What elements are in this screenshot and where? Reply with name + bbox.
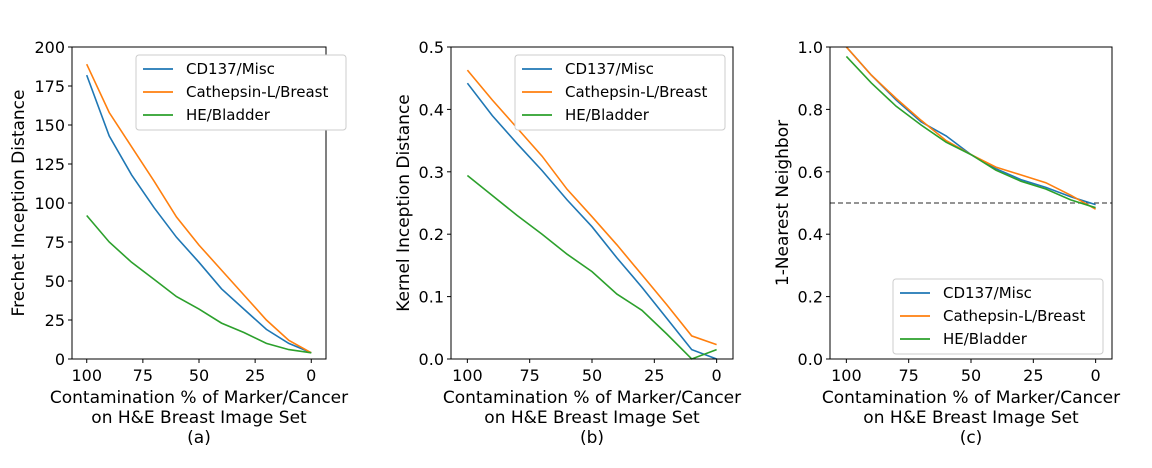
y-tick-label: 0.8 — [798, 100, 823, 119]
y-tick-label: 50 — [45, 272, 65, 291]
legend-box — [514, 54, 726, 131]
y-tick-label: 0.2 — [798, 288, 823, 307]
series-line-1 — [845, 46, 1096, 206]
legend-entry: Cathepsin-L/Breast — [565, 83, 707, 101]
x-tick-label: 75 — [133, 366, 153, 385]
chart-panel-1: 0 25 50 75 100 125 150 175 200 100 75 50 25 0 Contamin… — [9, 38, 348, 448]
legend-box — [135, 54, 347, 131]
y-tick-label: 75 — [45, 233, 65, 252]
chart-panel-2: 0.0 0.1 0.2 0.3 0.4 0.5 100 75 50 25 0 Contaminatio… — [394, 38, 741, 448]
x-tick-label: 75 — [898, 366, 918, 385]
x-tick-label: 25 — [245, 366, 265, 385]
legend-entry: CD137/Misc — [565, 60, 654, 78]
y-tick-label: 0.6 — [798, 163, 823, 182]
x-tick-label: 100 — [71, 366, 102, 385]
legend-entry: HE/Bladder — [943, 330, 1028, 348]
y-axis-label: Frechet Inception Distance — [9, 90, 29, 317]
y-tick-label: 0.3 — [419, 163, 444, 182]
legend: CD137/Misc Cathepsin-L/Breast HE/Bladder — [514, 54, 726, 131]
series-line-1 — [85, 74, 312, 354]
x-axis-label: Contamination % of Marker/Cancer — [50, 388, 348, 408]
y-tick-label: 0 — [55, 350, 65, 369]
panel-label: (c) — [960, 428, 983, 448]
y-tick-label: 125 — [34, 155, 65, 174]
series-line-2 — [85, 63, 312, 354]
panel-label: (b) — [580, 428, 604, 448]
x-axis-label: on H&E Breast Image Set — [863, 408, 1079, 428]
x-tick-label: 50 — [189, 366, 209, 385]
series-line-3 — [466, 174, 717, 360]
y-tick-label: 1.0 — [798, 38, 823, 57]
legend-entry: CD137/Misc — [943, 284, 1032, 302]
legend: CD137/Misc Cathepsin-L/Breast HE/Bladder — [892, 278, 1104, 355]
legend-entry: CD137/Misc — [186, 60, 275, 78]
y-tick-label: 0.2 — [419, 225, 444, 244]
y-tick-label: 0.0 — [419, 350, 444, 369]
legend-entry: HE/Bladder — [565, 106, 650, 124]
x-tick-label: 25 — [1023, 366, 1043, 385]
x-tick-label: 100 — [831, 366, 862, 385]
y-tick-label: 100 — [34, 194, 65, 213]
y-tick-label: 0.4 — [798, 225, 823, 244]
x-tick-label: 50 — [961, 366, 981, 385]
chart-panel-3: 0.0 0.2 0.4 0.6 0.8 1.0 100 75 50 25 0 Contaminatio… — [773, 38, 1120, 448]
y-tick-label: 0.0 — [798, 350, 823, 369]
x-tick-label: 0 — [306, 366, 316, 385]
x-tick-label: 75 — [519, 366, 539, 385]
series-line-2 — [845, 46, 1096, 210]
series-line-3 — [845, 55, 1096, 209]
legend-entry: HE/Bladder — [186, 106, 271, 124]
x-tick-label: 0 — [1091, 366, 1101, 385]
y-axis-label: 1-Nearest Neighbor — [773, 120, 793, 286]
y-tick-label: 200 — [34, 38, 65, 57]
x-axis-label: Contamination % of Marker/Cancer — [443, 388, 741, 408]
y-tick-label: 0.5 — [419, 38, 444, 57]
x-tick-label: 0 — [712, 366, 722, 385]
y-tick-label: 25 — [45, 311, 65, 330]
series-line-2 — [466, 69, 717, 346]
x-axis-label: on H&E Breast Image Set — [484, 408, 700, 428]
x-axis-label: Contamination % of Marker/Cancer — [822, 388, 1120, 408]
y-tick-label: 175 — [34, 77, 65, 96]
legend-entry: Cathepsin-L/Breast — [186, 83, 328, 101]
legend-box — [892, 278, 1104, 355]
y-tick-label: 0.1 — [419, 288, 444, 307]
y-tick-label: 150 — [34, 116, 65, 135]
x-tick-label: 25 — [644, 366, 664, 385]
panel-label: (a) — [187, 428, 211, 448]
y-tick-label: 0.4 — [419, 100, 444, 119]
legend: CD137/Misc Cathepsin-L/Breast HE/Bladder — [135, 54, 347, 131]
x-axis-label: on H&E Breast Image Set — [91, 408, 307, 428]
y-axis-label: Kernel Inception Distance — [394, 94, 414, 312]
legend-entry: Cathepsin-L/Breast — [943, 307, 1085, 325]
series-line-3 — [86, 214, 312, 354]
x-tick-label: 50 — [582, 366, 602, 385]
x-tick-label: 100 — [452, 366, 483, 385]
series-line-1 — [466, 82, 717, 360]
